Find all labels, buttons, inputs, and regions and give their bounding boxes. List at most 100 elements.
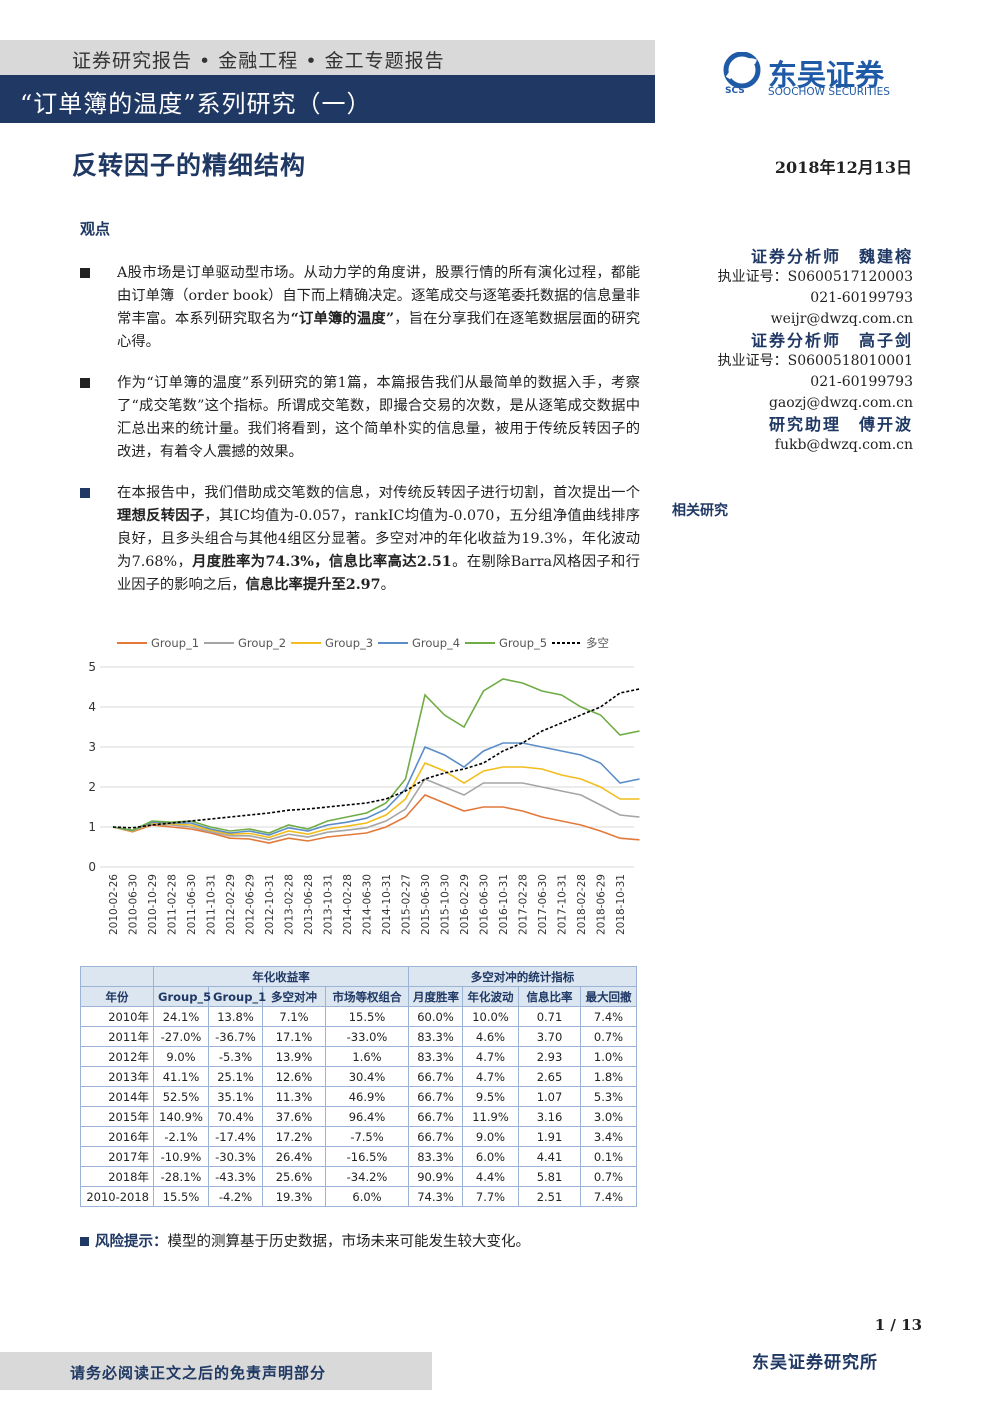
table-cell: 26.4%	[262, 1146, 326, 1167]
table-cell: 2.51	[518, 1186, 581, 1207]
table-cell: 1.91	[518, 1126, 581, 1147]
table-cell: 83.3%	[408, 1026, 463, 1047]
table-cell: 2010-2018	[80, 1186, 154, 1207]
group-header: 年化收益率	[153, 966, 409, 987]
series-line	[112, 742, 640, 836]
y-tick-label: 4	[88, 700, 96, 714]
x-tick-label: 2016-02-29	[459, 874, 471, 935]
x-tick-label: 2010-10-29	[147, 874, 159, 935]
bullet: A股市场是订单驱动型市场。从动力学的角度讲，股票行情的所有演化过程，都能由订单簿…	[80, 262, 640, 354]
table-cell: 2018年	[80, 1166, 154, 1187]
x-tick-label: 2015-06-30	[420, 874, 432, 935]
table-cell: 1.07	[518, 1086, 581, 1107]
report-date: 2018年12月13日	[774, 158, 912, 177]
x-tick-label: 2014-02-28	[342, 874, 354, 935]
table-cell: 5.81	[518, 1166, 581, 1187]
table-cell: 25.1%	[208, 1066, 263, 1087]
x-tick-label: 2014-10-31	[381, 874, 393, 935]
text-run: 。	[380, 577, 395, 593]
legend-label: Group_5	[499, 636, 547, 650]
x-tick-label: 2015-02-27	[401, 874, 413, 935]
table-cell: 19.3%	[262, 1186, 326, 1207]
table-cell: -17.4%	[208, 1126, 263, 1147]
logo-icon	[723, 52, 761, 89]
analyst-list: 证券分析师 魏建榕 执业证号：S0600517120003 021-60199793 w…	[718, 246, 913, 456]
bullet-marker	[80, 268, 90, 278]
table-cell: 25.6%	[262, 1166, 326, 1187]
x-tick-label: 2017-06-30	[537, 874, 549, 935]
analyst-email: weijr@dwzq.com.cn	[770, 311, 913, 327]
table-cell: 74.3%	[408, 1186, 463, 1207]
analyst-role: 研究助理	[768, 415, 841, 434]
table-row: 2017年 -10.9% -30.3% 26.4% -16.5% 83.3% 6.0% 4.4…	[80, 1146, 637, 1167]
stats-table: 年化收益率 多空对冲的统计指标 年份 Group_5 Group_1 多空对冲 市场等权组合…	[80, 966, 637, 1207]
risk-note: 风险提示：模型的测算基于历史数据，市场未来可能发生较大变化。	[80, 1230, 530, 1251]
analyst-role: 证券分析师	[750, 247, 841, 266]
x-tick-label: 2013-02-28	[284, 874, 296, 935]
table-cell: 41.1%	[153, 1066, 209, 1087]
x-tick-label: 2010-06-30	[128, 874, 140, 935]
table-cell: 13.9%	[262, 1046, 326, 1067]
legend-label: Group_4	[412, 636, 460, 650]
x-tick-label: 2016-06-30	[479, 874, 491, 935]
table-cell: 1.0%	[580, 1046, 637, 1067]
y-tick-label: 0	[88, 860, 96, 874]
table-cell: -2.1%	[153, 1126, 209, 1147]
table-row: 2012年 9.0% -5.3% 13.9% 1.6% 83.3% 4.7% 2.93 1.0%	[80, 1046, 637, 1067]
x-tick-label: 2018-02-28	[576, 874, 588, 935]
table-cell: 52.5%	[153, 1086, 209, 1107]
table-cell: -33.0%	[325, 1026, 409, 1047]
x-tick-label: 2018-10-31	[615, 874, 627, 935]
text-run: A股市场是订单驱动型市场。从动力学的角度讲，股票行情的所有演化过程，都能由订单簿…	[117, 265, 640, 327]
table-cell: 0.71	[518, 1006, 581, 1027]
table-cell: 96.4%	[325, 1106, 409, 1127]
logo-abbr: SCS	[725, 86, 745, 96]
table-cell: 4.4%	[462, 1166, 519, 1187]
table-cell: 7.4%	[580, 1006, 637, 1027]
header-cell	[80, 966, 154, 987]
table-cell: 24.1%	[153, 1006, 209, 1027]
table-cell: 11.3%	[262, 1086, 326, 1107]
table-cell: 46.9%	[325, 1086, 409, 1107]
text-run: ，旨在分享我们在逐笔数据层面的研究心得。	[117, 311, 641, 350]
analyst-role-line: 证券分析师 魏建榕	[718, 246, 913, 267]
analyst-phone: 021-60199793	[810, 374, 913, 390]
table-cell: -7.5%	[325, 1126, 409, 1147]
y-tick-label: 5	[88, 660, 96, 674]
table-cell: 2014年	[80, 1086, 154, 1107]
table-cell: -30.3%	[208, 1146, 263, 1167]
series-line	[112, 678, 640, 834]
x-tick-label: 2012-06-29	[245, 874, 257, 935]
text-run: 理想反转因子	[117, 508, 205, 524]
table-row: 2014年 52.5% 35.1% 11.3% 46.9% 66.7% 9.5% 1.07 5.…	[80, 1086, 637, 1107]
bullet: 在本报告中，我们借助成交笔数的信息，对传统反转因子进行切割，首次提出一个理想反转…	[80, 482, 640, 597]
table-cell: 9.0%	[153, 1046, 209, 1067]
related-heading: 相关研究	[672, 503, 728, 519]
table-cell: 1.8%	[580, 1066, 637, 1087]
risk-text: 模型的测算基于历史数据，市场未来可能发生较大变化。	[167, 1234, 531, 1250]
text-run: 。在剔除Barra风格因子和行业因子的影响之后，	[117, 554, 640, 593]
table-cell: 0.7%	[580, 1166, 637, 1187]
text-run: 在本报告中，我们借助成交笔数的信息，对传统反转因子进行切割，首次提出一个	[117, 485, 640, 501]
table-cell: 4.6%	[462, 1026, 519, 1047]
footer-bar	[0, 1352, 432, 1390]
table-cell: 60.0%	[408, 1006, 463, 1027]
table-cell: 17.1%	[262, 1026, 326, 1047]
text-run: ，其IC均值为-0.057，rankIC均值为-0.070，五分组净值曲线排序良…	[117, 508, 640, 570]
table-cell: 5.3%	[580, 1086, 637, 1107]
legend-label: Group_2	[238, 636, 286, 650]
table-cell: 83.3%	[408, 1146, 463, 1167]
series-title: “订单簿的温度”系列研究（一）	[20, 90, 372, 118]
analyst-name: 傅开波	[858, 415, 913, 434]
x-tick-label: 2017-10-31	[557, 874, 569, 935]
column-header: 年份	[80, 986, 154, 1007]
series-line	[112, 761, 640, 839]
column-header: 多空对冲	[262, 986, 326, 1007]
x-tick-label: 2010-02-26	[108, 874, 120, 935]
table-cell: 9.0%	[462, 1126, 519, 1147]
table-cell: 66.7%	[408, 1106, 463, 1127]
table-cell: -5.3%	[208, 1046, 263, 1067]
analyst-email: gaozj@dwzq.com.cn	[768, 395, 913, 411]
table-cell: 90.9%	[408, 1166, 463, 1187]
